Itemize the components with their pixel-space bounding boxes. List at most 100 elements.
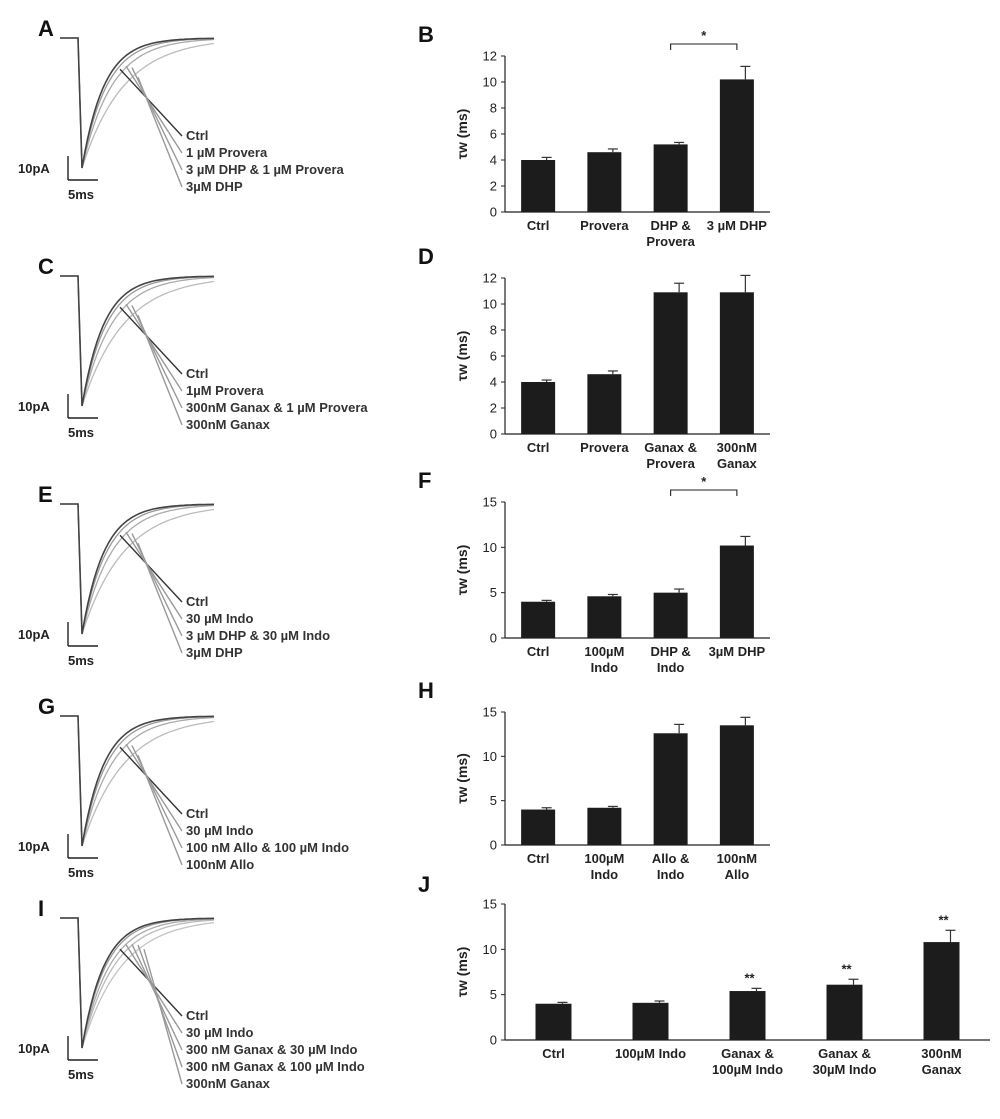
category-label: Ganax bbox=[922, 1062, 963, 1077]
significance-star: ** bbox=[938, 912, 949, 927]
trace-panel-i: I Ctrl 30 µM Indo 300 nM Ganax & 30 µM Indo… bbox=[18, 896, 365, 1091]
y-axis-label: τw (ms) bbox=[454, 753, 470, 804]
current-trace bbox=[60, 715, 215, 847]
y-tick-label: 12 bbox=[483, 271, 497, 286]
category-label: 3 µM DHP bbox=[707, 218, 768, 233]
legend-pointer bbox=[137, 314, 183, 426]
category-label: Ganax & bbox=[721, 1046, 774, 1061]
significance-star: * bbox=[701, 474, 707, 489]
y-tick-label: 6 bbox=[490, 349, 497, 364]
category-label: Ctrl bbox=[527, 851, 549, 866]
bar bbox=[632, 1002, 669, 1040]
legend-label: 300 nM Ganax & 30 µM Indo bbox=[186, 1042, 358, 1057]
current-trace bbox=[60, 917, 215, 1049]
y-tick-label: 6 bbox=[490, 127, 497, 142]
panel-label: A bbox=[38, 16, 54, 41]
scale-label-current: 10pA bbox=[18, 161, 50, 176]
bar bbox=[535, 1003, 572, 1040]
bar bbox=[587, 374, 622, 434]
legend-label: Ctrl bbox=[186, 128, 208, 143]
legend-pointer bbox=[119, 746, 183, 815]
bar bbox=[826, 984, 863, 1040]
category-label: 100µM Indo bbox=[615, 1046, 686, 1061]
legend-pointer bbox=[137, 754, 183, 866]
current-trace bbox=[60, 37, 215, 169]
legend-pointer bbox=[137, 542, 183, 654]
panel-label: B bbox=[418, 22, 434, 47]
current-trace bbox=[60, 917, 215, 1049]
y-tick-label: 4 bbox=[490, 375, 497, 390]
category-label: DHP & bbox=[651, 644, 691, 659]
category-label: Allo bbox=[725, 867, 750, 882]
panel-label: H bbox=[418, 678, 434, 703]
legend-label: Ctrl bbox=[186, 806, 208, 821]
y-tick-label: 5 bbox=[490, 585, 497, 600]
legend-pointer bbox=[137, 76, 183, 188]
legend-pointer bbox=[131, 533, 183, 637]
category-label: 30µM Indo bbox=[813, 1062, 877, 1077]
legend-label: 300nM Ganax bbox=[186, 417, 271, 432]
panel-label: I bbox=[38, 896, 44, 921]
y-tick-label: 15 bbox=[483, 897, 497, 912]
y-axis-label: τw (ms) bbox=[454, 545, 470, 596]
legend-label: 300 nM Ganax & 100 µM Indo bbox=[186, 1059, 365, 1074]
category-label: Ctrl bbox=[527, 644, 549, 659]
y-tick-label: 10 bbox=[483, 75, 497, 90]
legend-label: 1µM Provera bbox=[186, 383, 264, 398]
bar bbox=[923, 942, 960, 1040]
trace-panel-a: A Ctrl 1 µM Provera 3 µM DHP & 1 µM Provera… bbox=[18, 16, 345, 202]
legend-pointer bbox=[119, 68, 183, 137]
current-trace bbox=[60, 503, 215, 635]
y-tick-label: 8 bbox=[490, 101, 497, 116]
scale-label-current: 10pA bbox=[18, 627, 50, 642]
category-label: 300nM bbox=[717, 440, 757, 455]
panel-label: C bbox=[38, 254, 54, 279]
legend-label: 100 nM Allo & 100 µM Indo bbox=[186, 840, 349, 855]
scale-label-time: 5ms bbox=[68, 425, 94, 440]
y-tick-label: 0 bbox=[490, 205, 497, 220]
significance-star: ** bbox=[744, 970, 755, 985]
category-label: Provera bbox=[580, 440, 629, 455]
y-axis-label: τw (ms) bbox=[454, 947, 470, 998]
category-label: Provera bbox=[580, 218, 629, 233]
trace-panel-c: C Ctrl 1µM Provera 300nM Ganax & 1 µM Prove… bbox=[18, 254, 368, 440]
panel-label: G bbox=[38, 694, 55, 719]
legend-label: 30 µM Indo bbox=[186, 611, 253, 626]
bar bbox=[521, 601, 556, 638]
y-tick-label: 2 bbox=[490, 179, 497, 194]
y-tick-label: 2 bbox=[490, 401, 497, 416]
legend-label: 3 µM DHP & 1 µM Provera bbox=[186, 162, 345, 177]
legend-pointer bbox=[119, 534, 183, 603]
legend-label: 3 µM DHP & 30 µM Indo bbox=[186, 628, 330, 643]
y-tick-label: 10 bbox=[483, 942, 497, 957]
scale-label-time: 5ms bbox=[68, 865, 94, 880]
panel-label: D bbox=[418, 244, 434, 269]
y-tick-label: 0 bbox=[490, 1033, 497, 1048]
panel-label: E bbox=[38, 482, 53, 507]
legend-pointer bbox=[131, 305, 183, 409]
bar bbox=[719, 292, 754, 434]
current-trace bbox=[60, 503, 215, 635]
legend-pointer bbox=[131, 67, 183, 171]
y-tick-label: 10 bbox=[483, 297, 497, 312]
significance-star: ** bbox=[841, 961, 852, 976]
y-tick-label: 8 bbox=[490, 323, 497, 338]
bar bbox=[653, 733, 688, 845]
legend-label: Ctrl bbox=[186, 1008, 208, 1023]
category-label: Ganax & bbox=[818, 1046, 871, 1061]
legend-label: 30 µM Indo bbox=[186, 1025, 253, 1040]
panel-label: J bbox=[418, 872, 430, 897]
scale-label-time: 5ms bbox=[68, 653, 94, 668]
category-label: Ganax & bbox=[644, 440, 697, 455]
bar bbox=[653, 144, 688, 212]
category-label: 100µM Indo bbox=[712, 1062, 783, 1077]
trace-panel-g: G Ctrl 30 µM Indo 100 nM Allo & 100 µM Indo… bbox=[18, 694, 349, 880]
legend-label: 3µM DHP bbox=[186, 645, 243, 660]
y-tick-label: 0 bbox=[490, 838, 497, 853]
category-label: 300nM bbox=[921, 1046, 961, 1061]
scale-label-time: 5ms bbox=[68, 187, 94, 202]
